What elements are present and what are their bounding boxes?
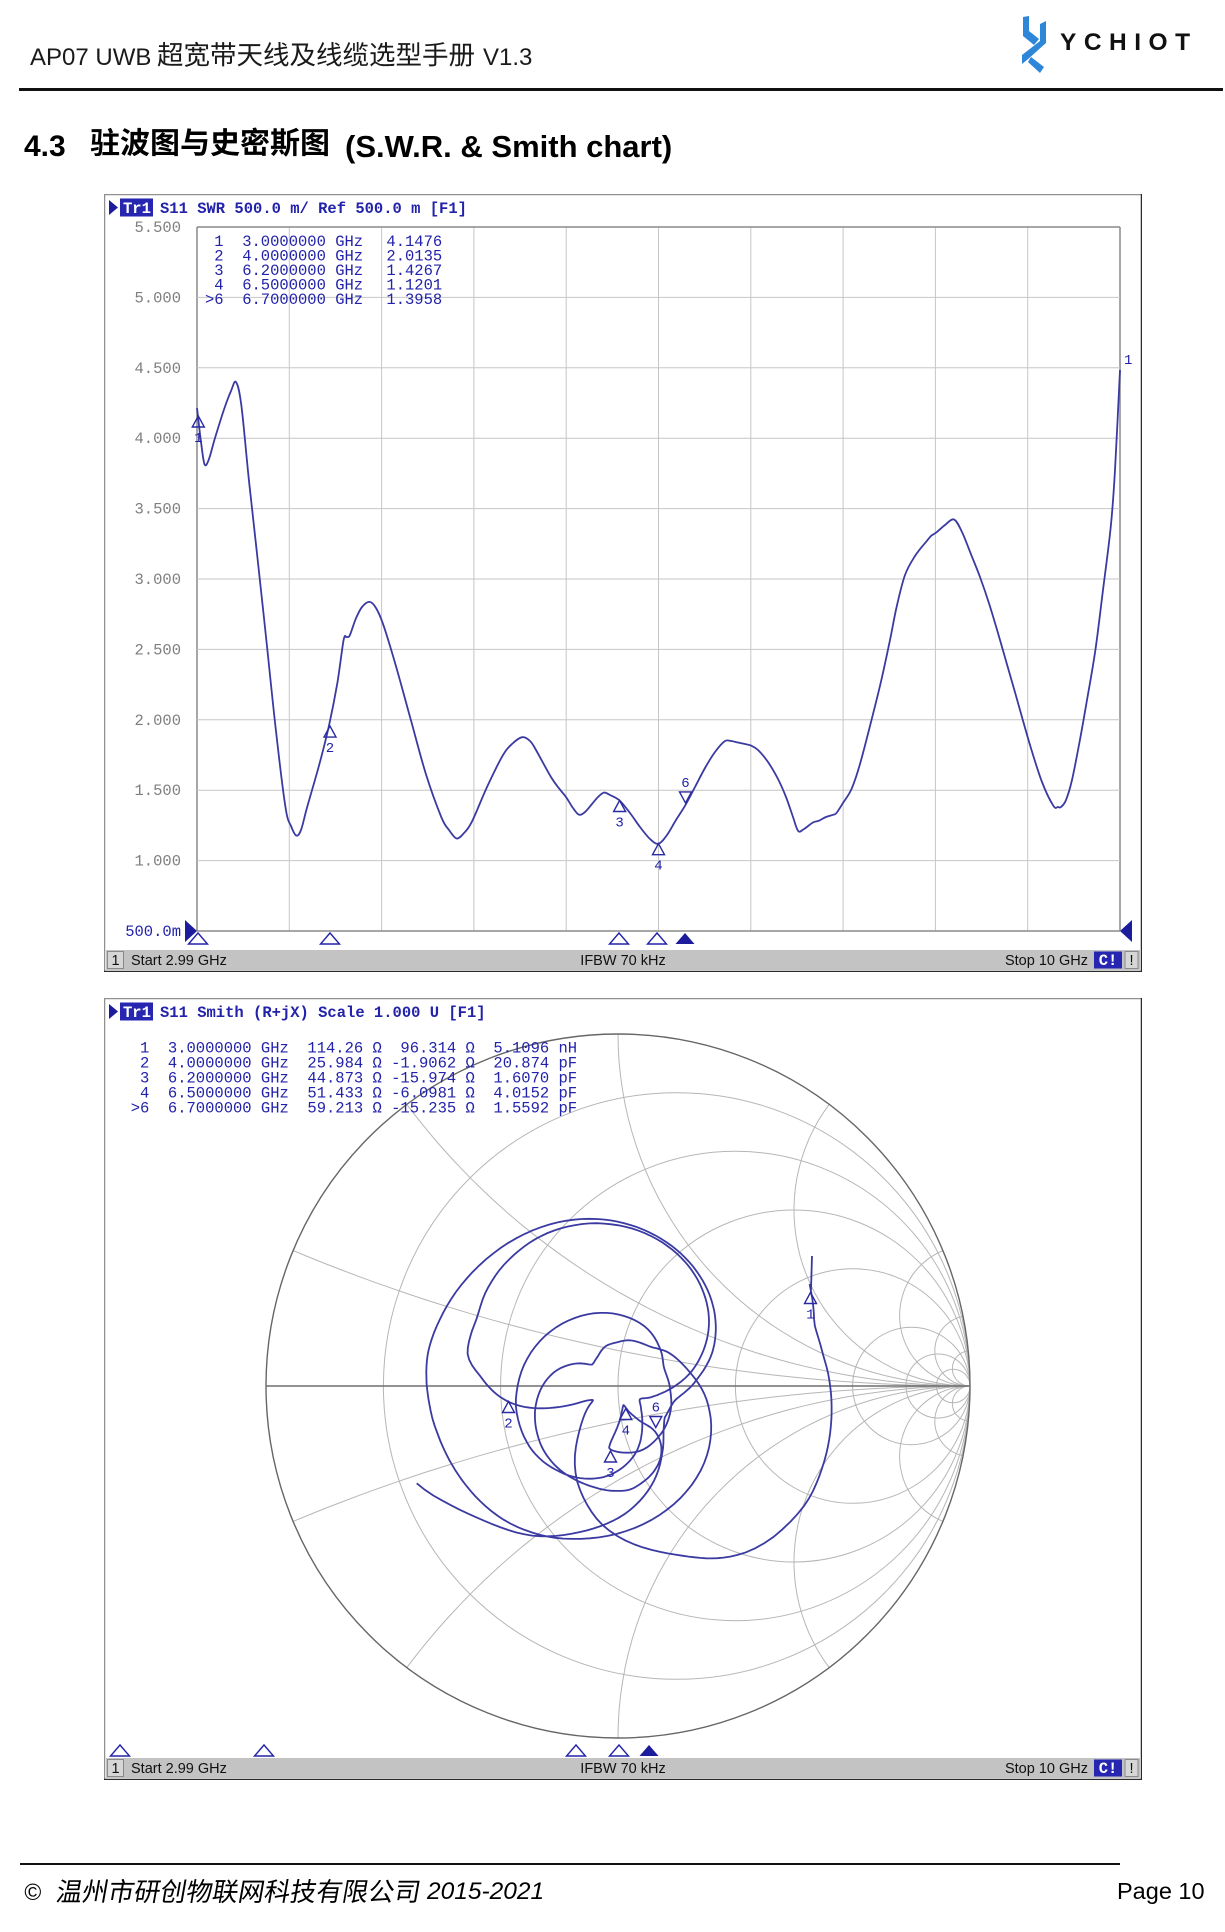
svg-text:3: 3 [606,1466,614,1482]
svg-text:20.874 pF: 20.874 pF [493,1055,577,1073]
svg-text:51.433 Ω: 51.433 Ω [307,1085,381,1103]
svg-text:-15.235 Ω: -15.235 Ω [391,1100,475,1118]
svg-text:6.5000000 GHz: 6.5000000 GHz [168,1085,289,1103]
svg-text:2.0135: 2.0135 [386,248,442,266]
svg-text:6.7000000 GHz: 6.7000000 GHz [168,1100,289,1118]
svg-text:2: 2 [504,1417,512,1433]
svg-text:4: 4 [214,277,223,295]
svg-text:2.000: 2.000 [134,712,181,730]
svg-text:1.3958: 1.3958 [386,291,442,309]
svg-text:5.500: 5.500 [134,219,181,237]
svg-text:4.0000000 GHz: 4.0000000 GHz [242,248,363,266]
svg-text:1.500: 1.500 [134,782,181,800]
svg-text:3.500: 3.500 [134,501,181,519]
svg-text:6.7000000 GHz: 6.7000000 GHz [242,291,363,309]
svg-text:C!: C! [1099,952,1118,970]
svg-text:YCHIOT: YCHIOT [1060,29,1198,56]
svg-text:>6: >6 [205,291,224,309]
svg-text:3.0000000 GHz: 3.0000000 GHz [242,233,363,251]
svg-text:4.500: 4.500 [134,360,181,378]
svg-text:3: 3 [140,1070,149,1088]
svg-text:4.0000000 GHz: 4.0000000 GHz [168,1055,289,1073]
svg-text:!: ! [1129,1761,1133,1777]
svg-text:1: 1 [1124,353,1132,369]
svg-text:6.2000000 GHz: 6.2000000 GHz [168,1070,289,1088]
svg-text:Stop 10 GHz: Stop 10 GHz [1005,1761,1088,1777]
svg-text:1.000: 1.000 [134,853,181,871]
svg-text:1: 1 [194,431,202,447]
svg-text:IFBW 70 kHz: IFBW 70 kHz [580,953,665,969]
svg-text:1: 1 [214,233,223,251]
svg-text:4: 4 [140,1085,149,1103]
svg-text:6.2000000 GHz: 6.2000000 GHz [242,262,363,280]
svg-text:5.000: 5.000 [134,289,181,307]
svg-text:2: 2 [140,1055,149,1073]
svg-text:114.26 Ω: 114.26 Ω [307,1040,381,1058]
svg-text:S11 SWR 500.0 m/ Ref 500.0 m [: S11 SWR 500.0 m/ Ref 500.0 m [F1] [160,200,467,218]
svg-text:1: 1 [111,1761,119,1777]
svg-text:2.500: 2.500 [134,641,181,659]
svg-text:3: 3 [615,816,623,832]
svg-text:4: 4 [654,859,662,875]
svg-text:4: 4 [622,1424,630,1440]
svg-text:Tr1: Tr1 [123,200,151,218]
svg-text:1.1201: 1.1201 [386,277,442,295]
svg-text:500.0m: 500.0m [125,923,181,941]
svg-text:1: 1 [140,1040,149,1058]
svg-text:!: ! [1129,953,1133,969]
svg-text:2: 2 [214,248,223,266]
svg-text:Tr1: Tr1 [123,1004,151,1022]
svg-text:-6.0981 Ω: -6.0981 Ω [391,1085,475,1103]
svg-text:4.000: 4.000 [134,430,181,448]
svg-text:1.6070 pF: 1.6070 pF [493,1070,577,1088]
svg-text:96.314 Ω: 96.314 Ω [391,1040,475,1058]
svg-text:Stop 10 GHz: Stop 10 GHz [1005,953,1088,969]
svg-text:6.5000000 GHz: 6.5000000 GHz [242,277,363,295]
svg-text:44.873 Ω: 44.873 Ω [307,1070,381,1088]
svg-text:25.984 Ω: 25.984 Ω [307,1055,381,1073]
svg-text:S11 Smith (R+jX) Scale 1.000 U: S11 Smith (R+jX) Scale 1.000 U [F1] [160,1004,486,1022]
svg-text:2: 2 [326,741,334,757]
svg-text:4.0152 pF: 4.0152 pF [493,1085,577,1103]
svg-text:1: 1 [111,953,119,969]
svg-text:3.000: 3.000 [134,571,181,589]
svg-text:-1.9062 Ω: -1.9062 Ω [391,1055,475,1073]
svg-text:1: 1 [806,1308,814,1324]
svg-text:C!: C! [1099,1760,1118,1778]
svg-text:6: 6 [681,776,689,792]
svg-text:Start 2.99 GHz: Start 2.99 GHz [131,1761,227,1777]
svg-text:6: 6 [652,1401,660,1417]
svg-text:4.1476: 4.1476 [386,233,442,251]
svg-text:1.5592 pF: 1.5592 pF [493,1100,577,1118]
svg-text:>6: >6 [131,1100,150,1118]
svg-text:Start 2.99 GHz: Start 2.99 GHz [131,953,227,969]
svg-text:-15.974 Ω: -15.974 Ω [391,1070,475,1088]
svg-text:3: 3 [214,262,223,280]
svg-text:IFBW 70 kHz: IFBW 70 kHz [580,1761,665,1777]
svg-text:1.4267: 1.4267 [386,262,442,280]
svg-text:59.213 Ω: 59.213 Ω [307,1100,381,1118]
svg-text:5.1096 nH: 5.1096 nH [493,1040,577,1058]
svg-text:3.0000000 GHz: 3.0000000 GHz [168,1040,289,1058]
